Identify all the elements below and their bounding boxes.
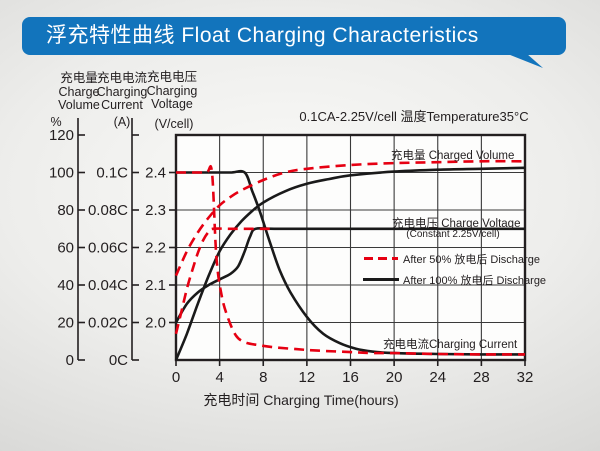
- curve-charged-volume-after-50-discharge: [174, 159, 526, 277]
- legend-item-after-100: After 100% 放电后 Discharge: [403, 275, 547, 287]
- axis-header-charging-voltage: 充电电压 Charging Voltage: [130, 70, 214, 112]
- legend-item-after-50: After 50% 放电后 Discharge: [403, 254, 540, 266]
- curve-charge-voltage-after-100-discharge: [174, 226, 525, 324]
- curve-charge-voltage-after-50-discharge: [174, 227, 270, 335]
- svg-text:16: 16: [342, 369, 359, 386]
- axis-header-charging-voltage-en1: Charging: [146, 83, 198, 98]
- x-axis-title: 充电时间 Charging Time(hours): [203, 392, 399, 408]
- svg-text:0.02C: 0.02C: [88, 315, 128, 332]
- svg-text:2.1: 2.1: [145, 277, 166, 294]
- axis-header-charge-volume: 充电量 Charge Volume: [37, 71, 121, 113]
- voltage-axis-unit: (V/cell): [154, 117, 194, 131]
- svg-text:0: 0: [172, 369, 180, 386]
- curve-charging-current-after-50-discharge: [175, 165, 525, 356]
- svg-text:120: 120: [49, 127, 74, 144]
- svg-text:0.08C: 0.08C: [88, 202, 128, 219]
- svg-text:20: 20: [57, 315, 74, 332]
- chart-condition: 0.1CA-2.25V/cell 温度Temperature35°C: [299, 109, 529, 124]
- axis-header-charging-voltage-cn: 充电电压: [146, 70, 197, 84]
- current-axis-unit: (A): [113, 115, 131, 129]
- svg-text:60: 60: [57, 240, 74, 257]
- axis-header-charge-volume-en2: Volume: [58, 98, 100, 112]
- svg-text:8: 8: [259, 369, 267, 386]
- curve-label-charging-current: 充电电流Charging Current: [383, 339, 518, 351]
- svg-text:0.04C: 0.04C: [88, 277, 128, 294]
- page-title: 浮充特性曲线 Float Charging Characteristics: [46, 24, 479, 47]
- title-banner: 浮充特性曲线 Float Charging Characteristics: [22, 17, 566, 55]
- svg-text:80: 80: [57, 202, 74, 219]
- svg-text:28: 28: [473, 369, 490, 386]
- svg-text:24: 24: [429, 369, 446, 386]
- svg-text:40: 40: [57, 277, 74, 294]
- svg-text:12: 12: [299, 369, 316, 386]
- svg-text:4: 4: [215, 369, 223, 386]
- svg-text:100: 100: [49, 165, 74, 182]
- curve-label-charge-voltage-sub: (Constant 2.25V/cell): [406, 229, 500, 240]
- svg-text:2.0: 2.0: [145, 315, 166, 332]
- svg-text:0: 0: [66, 352, 74, 369]
- curve-label-charge-voltage: 充电电压 Charge Voltage: [392, 218, 521, 230]
- svg-text:2.4: 2.4: [145, 165, 166, 182]
- svg-text:2.3: 2.3: [145, 202, 166, 219]
- axis-header-charging-current-cn: 充电电流: [96, 71, 147, 85]
- axis-header-charge-volume-en1: Charge: [58, 84, 100, 99]
- axis-header-charging-current-en2: Current: [101, 98, 143, 112]
- percent-axis-unit: %: [50, 115, 62, 129]
- svg-text:0.06C: 0.06C: [88, 240, 128, 257]
- curve-charged-volume-after-100-discharge: [174, 166, 526, 361]
- curve-label-charged-volume: 充电量 Charged Volume: [391, 150, 515, 162]
- legend-line-after-50-icon: [364, 257, 398, 260]
- axis-header-charge-volume-cn: 充电量: [60, 71, 98, 85]
- axis-header-charging-current: 充电电流 Charging Current: [80, 71, 164, 113]
- axis-header-charging-voltage-en2: Voltage: [151, 97, 193, 111]
- svg-text:0C: 0C: [109, 352, 128, 369]
- svg-text:32: 32: [517, 369, 534, 386]
- svg-text:2.2: 2.2: [145, 240, 166, 257]
- svg-text:20: 20: [386, 369, 403, 386]
- axis-header-charging-current-en1: Charging: [96, 84, 148, 99]
- legend-line-after-100-icon: [363, 278, 399, 281]
- svg-text:0.1C: 0.1C: [96, 165, 128, 182]
